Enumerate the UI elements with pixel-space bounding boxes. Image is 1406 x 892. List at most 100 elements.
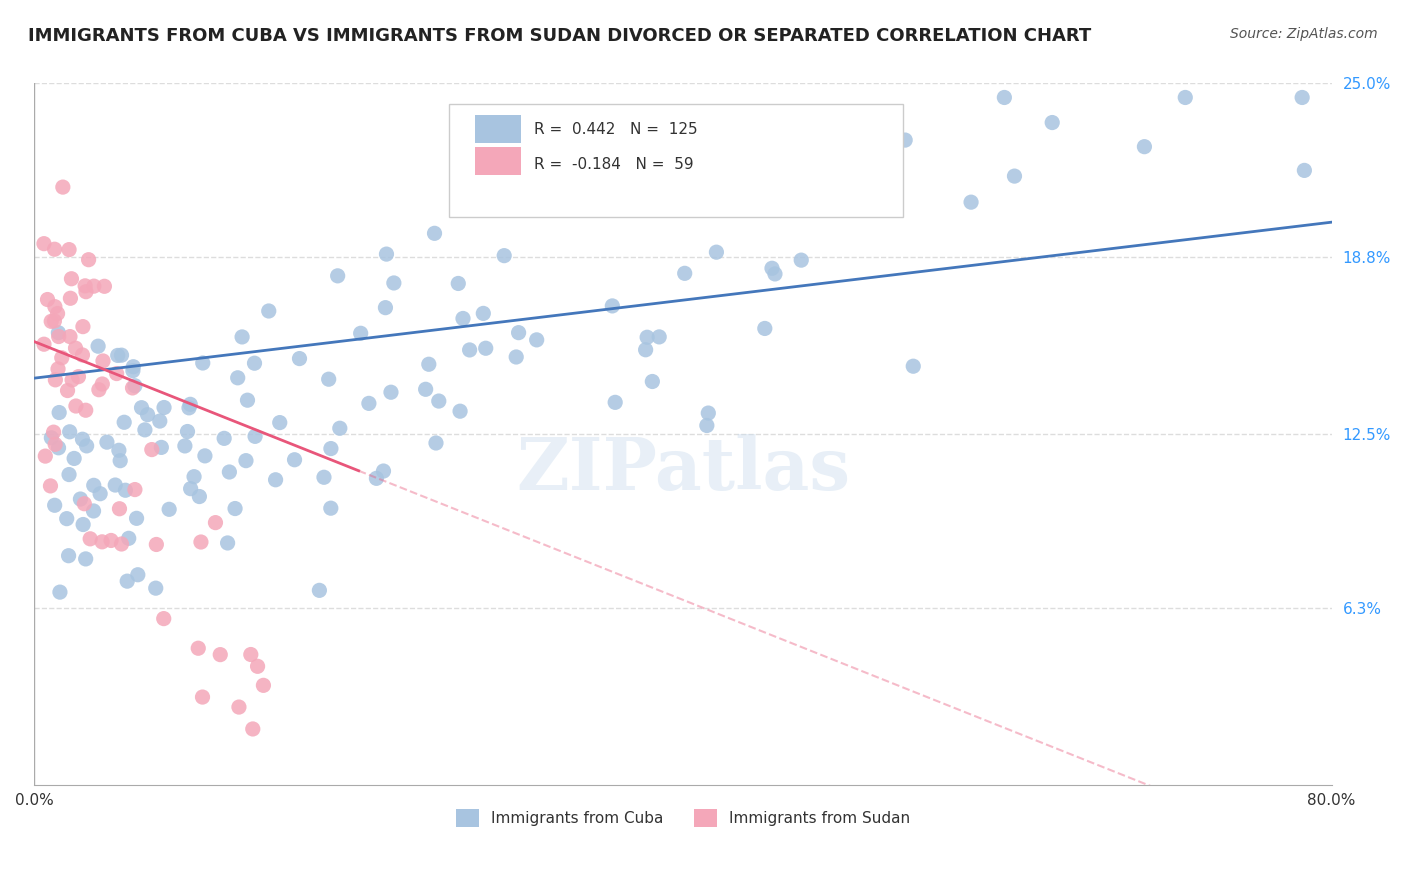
- Immigrants from Sudan: [44, 437, 66, 451]
- Immigrants from Sudan: [60, 271, 83, 285]
- Immigrants from Cuba: [145, 581, 167, 595]
- Immigrants from Cuba: [83, 504, 105, 518]
- Immigrants from Sudan: [34, 449, 56, 463]
- Immigrants from Cuba: [319, 442, 342, 456]
- Immigrants from Sudan: [65, 341, 87, 355]
- Immigrants from Cuba: [1174, 90, 1197, 104]
- Immigrants from Sudan: [44, 242, 66, 256]
- Immigrants from Sudan: [37, 293, 59, 307]
- Immigrants from Sudan: [48, 329, 70, 343]
- Immigrants from Cuba: [231, 330, 253, 344]
- Immigrants from Sudan: [39, 314, 62, 328]
- Immigrants from Sudan: [51, 351, 73, 365]
- Immigrants from Cuba: [494, 249, 516, 263]
- Immigrants from Cuba: [114, 483, 136, 498]
- Immigrants from Cuba: [423, 227, 446, 241]
- Immigrants from Sudan: [65, 399, 87, 413]
- Immigrants from Cuba: [641, 375, 664, 389]
- Immigrants from Sudan: [100, 533, 122, 548]
- Immigrants from Cuba: [605, 395, 627, 409]
- Immigrants from Cuba: [243, 429, 266, 443]
- Immigrants from Sudan: [141, 442, 163, 457]
- Immigrants from Sudan: [93, 279, 115, 293]
- Immigrants from Sudan: [72, 348, 94, 362]
- Immigrants from Cuba: [648, 330, 671, 344]
- Immigrants from Cuba: [110, 348, 132, 362]
- Immigrants from Cuba: [447, 277, 470, 291]
- Immigrants from Sudan: [190, 535, 212, 549]
- Immigrants from Cuba: [415, 382, 437, 396]
- Immigrants from Sudan: [75, 285, 97, 299]
- Immigrants from Sudan: [91, 534, 114, 549]
- Immigrants from Cuba: [288, 351, 311, 366]
- Immigrants from Cuba: [806, 183, 828, 197]
- Immigrants from Cuba: [153, 401, 176, 415]
- Immigrants from Cuba: [218, 465, 240, 479]
- Immigrants from Cuba: [41, 431, 63, 445]
- Immigrants from Sudan: [59, 329, 82, 343]
- Immigrants from Cuba: [449, 404, 471, 418]
- Immigrants from Cuba: [127, 567, 149, 582]
- Immigrants from Sudan: [252, 678, 274, 692]
- Text: R =  0.442   N =  125: R = 0.442 N = 125: [534, 121, 697, 136]
- Immigrants from Cuba: [264, 473, 287, 487]
- Immigrants from Cuba: [780, 192, 803, 206]
- Immigrants from Cuba: [1040, 115, 1063, 129]
- Immigrants from Cuba: [212, 431, 235, 445]
- Immigrants from Cuba: [235, 453, 257, 467]
- Immigrants from Cuba: [188, 490, 211, 504]
- Immigrants from Sudan: [44, 314, 66, 328]
- Immigrants from Cuba: [993, 90, 1015, 104]
- Text: IMMIGRANTS FROM CUBA VS IMMIGRANTS FROM SUDAN DIVORCED OR SEPARATED CORRELATION : IMMIGRANTS FROM CUBA VS IMMIGRANTS FROM …: [28, 27, 1091, 45]
- Immigrants from Sudan: [44, 300, 66, 314]
- Immigrants from Cuba: [634, 343, 657, 357]
- Immigrants from Cuba: [157, 502, 180, 516]
- Immigrants from Cuba: [451, 311, 474, 326]
- Immigrants from Cuba: [754, 321, 776, 335]
- Immigrants from Cuba: [149, 414, 172, 428]
- Immigrants from Sudan: [152, 612, 174, 626]
- Immigrants from Sudan: [56, 384, 79, 398]
- Immigrants from Cuba: [236, 393, 259, 408]
- Immigrants from Cuba: [173, 439, 195, 453]
- Immigrants from Sudan: [242, 722, 264, 736]
- Immigrants from Cuba: [72, 432, 94, 446]
- Immigrants from Cuba: [1294, 163, 1316, 178]
- Immigrants from Sudan: [204, 516, 226, 530]
- Immigrants from Sudan: [75, 278, 97, 293]
- Immigrants from Sudan: [46, 362, 69, 376]
- Immigrants from Cuba: [224, 501, 246, 516]
- Immigrants from Sudan: [60, 373, 83, 387]
- Immigrants from Cuba: [373, 464, 395, 478]
- Immigrants from Cuba: [790, 253, 813, 268]
- Immigrants from Cuba: [183, 469, 205, 483]
- Immigrants from Cuba: [108, 453, 131, 467]
- Immigrants from Cuba: [217, 536, 239, 550]
- Immigrants from Cuba: [69, 491, 91, 506]
- Immigrants from Sudan: [44, 373, 66, 387]
- Immigrants from Cuba: [366, 471, 388, 485]
- Immigrants from Cuba: [44, 498, 66, 512]
- Immigrants from Cuba: [763, 267, 786, 281]
- Immigrants from Cuba: [112, 415, 135, 429]
- Immigrants from Cuba: [104, 478, 127, 492]
- FancyBboxPatch shape: [475, 115, 520, 143]
- Immigrants from Cuba: [63, 451, 86, 466]
- Immigrants from Sudan: [72, 319, 94, 334]
- Immigrants from Sudan: [67, 369, 90, 384]
- Immigrants from Cuba: [122, 359, 145, 374]
- Immigrants from Cuba: [75, 552, 97, 566]
- Immigrants from Cuba: [326, 268, 349, 283]
- Immigrants from Sudan: [52, 180, 75, 194]
- Immigrants from Cuba: [505, 350, 527, 364]
- Immigrants from Cuba: [58, 467, 80, 482]
- FancyBboxPatch shape: [475, 146, 520, 175]
- Immigrants from Sudan: [39, 479, 62, 493]
- Immigrants from Cuba: [375, 247, 398, 261]
- Immigrants from Cuba: [761, 261, 783, 276]
- Immigrants from Cuba: [176, 425, 198, 439]
- Immigrants from Sudan: [32, 337, 55, 351]
- Immigrants from Sudan: [191, 690, 214, 704]
- Immigrants from Sudan: [209, 648, 232, 662]
- Immigrants from Cuba: [474, 341, 496, 355]
